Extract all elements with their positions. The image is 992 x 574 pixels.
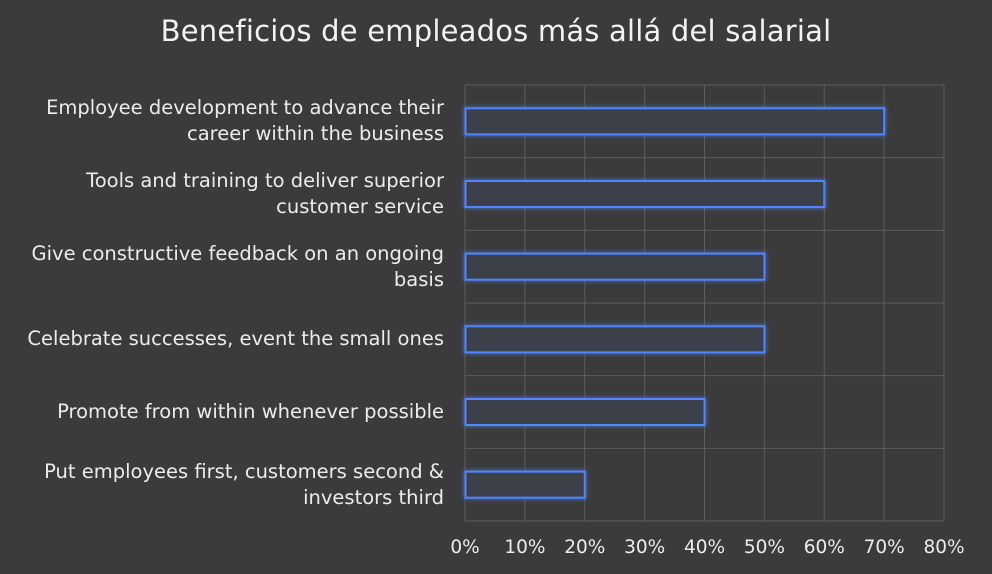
x-tick-label: 60% <box>803 537 845 558</box>
category-label: Promote from within whenever possible <box>57 400 444 423</box>
bar <box>464 325 766 354</box>
x-tick-label: 40% <box>683 537 726 558</box>
x-tick-label: 10% <box>504 537 546 558</box>
bar <box>464 107 886 136</box>
x-tick-label: 70% <box>863 537 905 558</box>
x-tick-label: 20% <box>564 537 606 558</box>
x-tick-label: 50% <box>743 537 785 558</box>
category-label: Celebrate successes, event the small one… <box>27 327 444 351</box>
x-tick-label: 80% <box>923 537 965 558</box>
bar <box>464 398 706 426</box>
category-label: Put employees first, customers second & … <box>44 459 444 509</box>
bar <box>464 252 766 281</box>
category-label: Give constructive feedback on an ongoing… <box>31 241 445 291</box>
gridlines <box>464 84 945 522</box>
x-tick-label: 30% <box>624 537 666 558</box>
bar <box>464 180 826 208</box>
bars <box>464 107 886 499</box>
bar <box>464 470 586 499</box>
chart-title: Beneficios de empleados más allá del sal… <box>160 14 832 48</box>
category-label: Tools and training to deliver superior c… <box>86 169 444 218</box>
category-label: Employee development to advance their ca… <box>46 96 444 146</box>
x-tick-label: 0% <box>450 537 480 558</box>
